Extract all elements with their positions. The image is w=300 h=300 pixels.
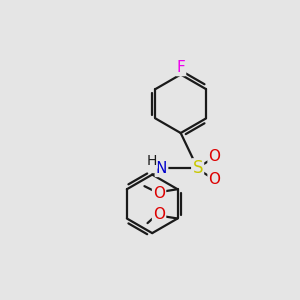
Text: H: H xyxy=(146,154,157,168)
Text: S: S xyxy=(192,159,203,177)
Text: F: F xyxy=(176,60,185,75)
Text: O: O xyxy=(153,186,165,201)
Text: O: O xyxy=(153,207,165,222)
Text: N: N xyxy=(156,161,167,176)
Text: O: O xyxy=(208,149,220,164)
Text: O: O xyxy=(208,172,220,188)
